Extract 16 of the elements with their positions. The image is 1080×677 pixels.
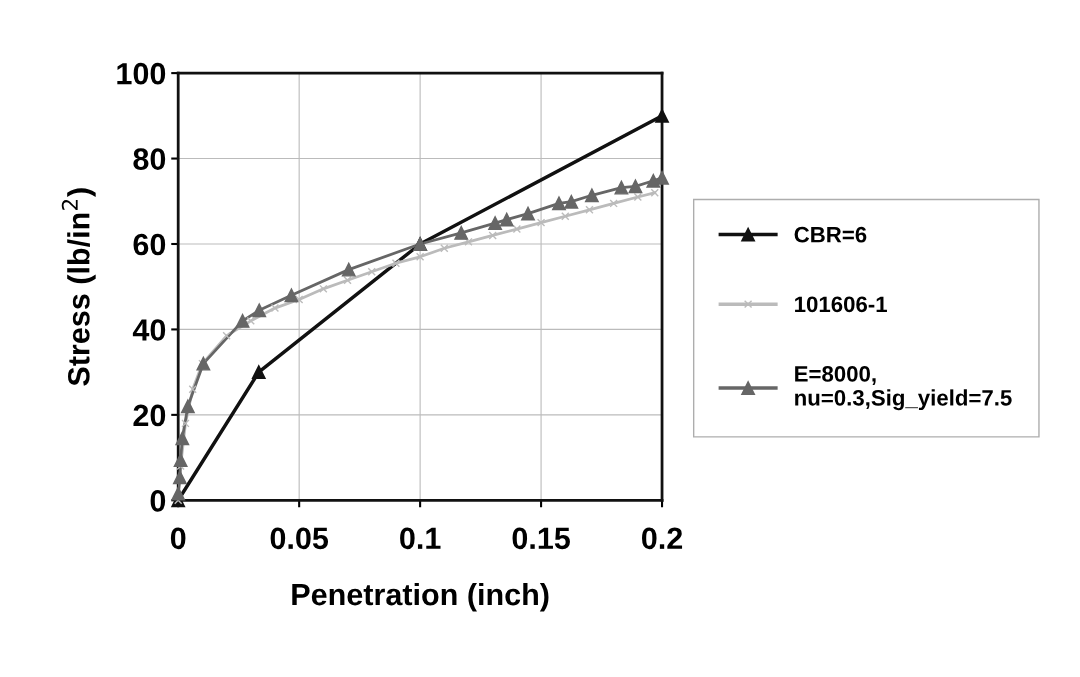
x-axis-title: Penetration (inch)	[292, 582, 549, 612]
y-tick-label: 20	[133, 404, 166, 427]
x-tick-label: 0.2	[642, 527, 683, 550]
y-tick-label: 0	[150, 490, 166, 512]
y-tick-label: 80	[133, 148, 166, 170]
x-tick-label: 0.1	[400, 527, 441, 550]
legend-label: E=8000, nu=0.3,Sig_yield=7.5	[795, 366, 1012, 411]
y-tick-label: 40	[132, 319, 166, 341]
x-tick-label: 0.15	[512, 527, 570, 550]
legend-label: 101606-1	[795, 296, 887, 313]
y-axis-title: Stress (lb/in$^{2}$)	[61, 188, 96, 386]
x-tick-label: 0.05	[270, 527, 329, 550]
y-tick-label: 60	[133, 233, 166, 256]
y-tick-label: 100	[117, 62, 166, 85]
x-tick-label: 0	[170, 527, 186, 550]
legend-label: CBR=6	[794, 226, 867, 243]
